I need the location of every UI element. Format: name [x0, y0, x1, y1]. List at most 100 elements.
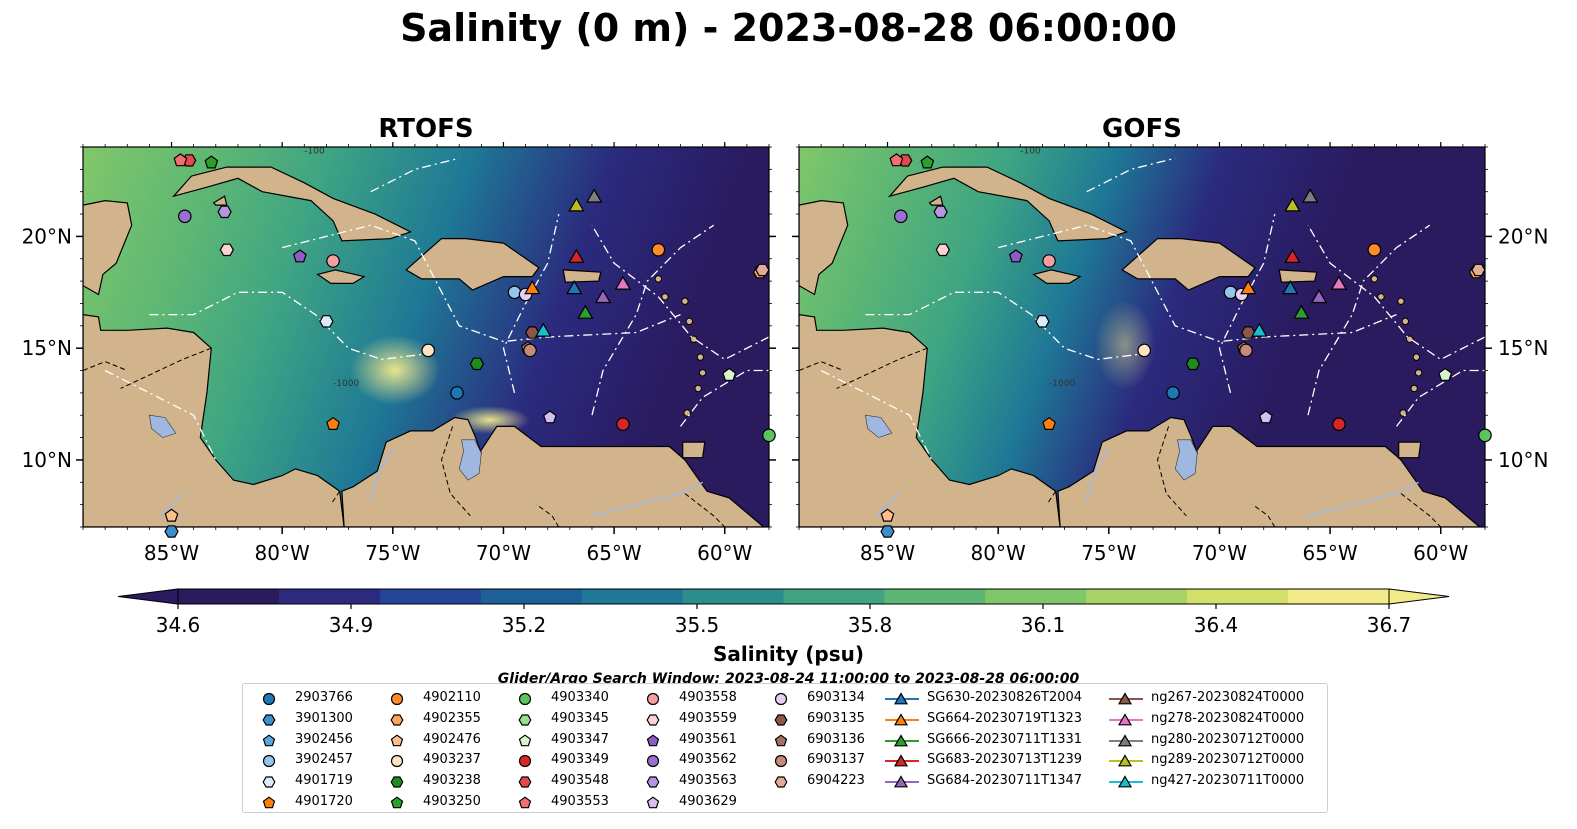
rtofs-float-4903347 [722, 367, 737, 381]
colorbar: 34.6 34.9 35.2 35.5 35.8 36.1 36.4 36.7 [117, 588, 1450, 637]
rtofs-panel-title: RTOFS [378, 114, 474, 144]
colorbar-tick-label: 35.2 [502, 613, 547, 637]
rtofs-antilles-island [681, 297, 689, 305]
legend-marker [518, 776, 532, 788]
legend-label: 4902110 [423, 690, 481, 705]
legend-marker [646, 714, 660, 726]
colorbar-label: Salinity (psu) [712, 642, 864, 666]
gofs-lon-label: 75°W [1081, 541, 1136, 565]
gofs-glider-SG666 [1293, 304, 1310, 319]
legend-marker-shape [893, 713, 909, 726]
legend-marker-shape [390, 776, 404, 788]
rtofs-eez-boundary [679, 369, 769, 427]
gofs-glider-SG684 [1310, 289, 1328, 304]
legend-label: SG684-20230711T1347 [927, 773, 1083, 789]
rtofs-float-4903562 [177, 209, 192, 224]
rtofs-antilles-island [698, 369, 707, 377]
legend-marker-shape [893, 775, 909, 788]
gofs-float-4903237 [1137, 343, 1152, 358]
rtofs-glider-SG683 [568, 248, 585, 263]
legend-label: 2903766 [295, 690, 353, 705]
rtofs-eez-boundary [591, 224, 715, 416]
colorbar-tick-label: 35.5 [675, 613, 720, 637]
rtofs-float-4901719 [319, 315, 334, 328]
gofs-plume [1095, 300, 1155, 390]
gofs-contour-label-top: -100 [1020, 147, 1041, 157]
gofs-float-6903137 [1239, 343, 1253, 358]
colorbar-segment [1288, 589, 1390, 604]
legend-marker [1109, 754, 1143, 767]
rtofs-float-4903553 [173, 153, 188, 167]
rtofs-eez-boundary [149, 291, 438, 361]
legend-marker [262, 692, 276, 706]
legend-marker [262, 734, 276, 746]
rtofs-glider-ng289 [568, 197, 585, 212]
rtofs-float-6903135 [525, 326, 540, 339]
gofs-country-border [1400, 493, 1442, 527]
rtofs-river [159, 492, 184, 517]
colorbar-tick-label: 34.6 [156, 613, 201, 637]
legend-marker-shape [646, 755, 660, 768]
gofs-float-3902457 [1223, 285, 1238, 300]
legend-marker-shape [262, 734, 276, 746]
rtofs-glider-SG666 [577, 304, 594, 319]
gofs-lake-nicaragua [865, 414, 893, 438]
figure-title: Salinity (0 m) - 2023-08-28 06:00:00 [400, 6, 1177, 50]
gofs-antilles-island [1412, 353, 1421, 361]
colorbar-tick-label: 34.9 [329, 613, 374, 637]
gofs-antilles-island [1414, 369, 1423, 377]
legend-marker-shape [518, 755, 532, 768]
colorbar-segment [581, 589, 684, 604]
gofs-glider-ng427 [1251, 322, 1268, 337]
lat-label-left: 20°N [22, 224, 72, 248]
rtofs-antilles-island [661, 293, 669, 301]
lat-label-right: 20°N [1498, 224, 1548, 248]
gofs-frame [798, 146, 1486, 528]
rtofs-country-border [330, 490, 341, 505]
legend-label: 6903136 [807, 731, 865, 747]
legend-marker-shape [1117, 775, 1133, 788]
rtofs-float-4901720 [326, 416, 340, 430]
rtofs-float-4902110 [651, 243, 666, 257]
legend-marker [1109, 733, 1143, 746]
legend-marker [262, 796, 276, 809]
rtofs-eez-boundary [370, 157, 460, 193]
legend-label: ng278-20230824T0000 [1151, 710, 1305, 726]
gofs-country-border [836, 347, 928, 389]
legend-marker [885, 775, 919, 788]
gofs-eez-boundary [1395, 369, 1485, 427]
legend-marker [885, 754, 919, 767]
rtofs-river [591, 481, 703, 517]
gofs-float-4903558 [1042, 254, 1056, 268]
legend-marker-shape [1117, 754, 1133, 767]
gofs-land-isla-juventud [928, 195, 944, 206]
gofs-eez-boundary [1307, 224, 1485, 361]
gofs-land-puerto-rico [1278, 269, 1318, 283]
legend-marker-shape [518, 714, 532, 726]
rtofs-antilles-island [685, 317, 694, 326]
legend-label: 4903561 [679, 731, 737, 747]
rtofs-eez-boundary [104, 369, 217, 461]
legend-label: 6904223 [807, 773, 865, 789]
rtofs-land-hispaniola [405, 238, 540, 291]
gofs-contour-label: -1000 [1049, 379, 1075, 389]
legend-marker [646, 796, 660, 809]
legend-label: 4903553 [551, 793, 609, 809]
rtofs-float-4903340 [762, 428, 776, 443]
legend-label: 3902456 [295, 731, 353, 747]
gofs-land-south-america [1057, 416, 1485, 527]
gofs-land-trinidad [1398, 441, 1422, 459]
gofs-eez-boundary [1086, 157, 1176, 193]
gofs-antilles-island [1406, 335, 1414, 343]
legend-label: 4903238 [423, 773, 481, 789]
legend-marker-shape [390, 692, 404, 706]
gofs-antilles-island [1401, 317, 1410, 326]
gofs-panel-title: GOFS [1102, 114, 1182, 144]
legend-label: 4903629 [679, 793, 737, 809]
rtofs-frame [82, 146, 770, 528]
legend-marker-shape [390, 734, 404, 746]
legend-label: SG683-20230713T1239 [927, 752, 1083, 768]
colorbar-segment [178, 589, 280, 604]
legend-marker [262, 776, 276, 788]
gofs-eez-boundary [1307, 224, 1431, 416]
